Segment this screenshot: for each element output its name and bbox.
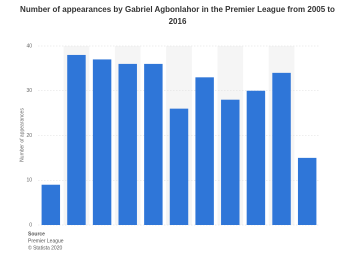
bar xyxy=(67,54,86,226)
y-tick-label: 20 xyxy=(26,133,32,139)
bar xyxy=(272,72,291,225)
bar xyxy=(297,157,317,225)
bar xyxy=(195,77,214,225)
copyright: © Statista 2020 xyxy=(28,244,62,251)
bar xyxy=(169,108,189,225)
bar xyxy=(144,63,163,226)
bar xyxy=(41,184,61,225)
bar xyxy=(246,90,266,225)
bar xyxy=(118,63,137,226)
y-axis-label: Number of appearances xyxy=(19,108,25,162)
bar xyxy=(221,99,240,225)
y-tick-label: 40 xyxy=(26,43,32,49)
source: Premier League xyxy=(28,238,64,244)
y-tick-label: 0 xyxy=(29,222,32,228)
chart-title: Number of appearances by Gabriel Agbonla… xyxy=(20,5,335,26)
y-tick-label: 30 xyxy=(26,88,32,94)
y-tick-label: 10 xyxy=(26,178,32,184)
source-label: Source xyxy=(28,231,45,237)
bar xyxy=(92,59,112,225)
